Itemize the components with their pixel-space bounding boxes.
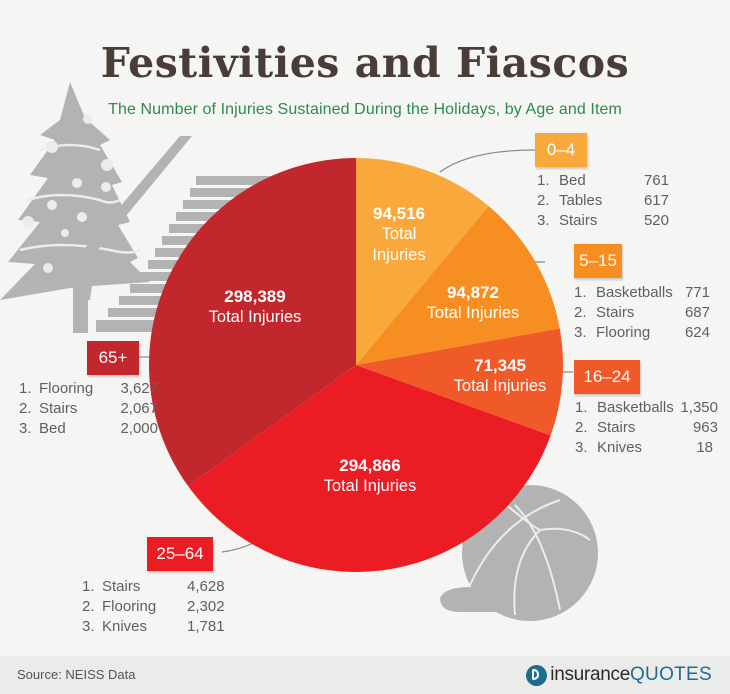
slice-label-25-64: 294,866 Total Injuries — [315, 455, 425, 497]
list-item: 3. Stairs 520 — [537, 212, 669, 229]
slice-total-caption: Total Injuries — [426, 304, 520, 322]
brand-name-part2: QUOTES — [629, 664, 712, 685]
list-item: 3. Knives 18 — [575, 439, 713, 456]
slice-total-caption: Total Injuries — [453, 377, 547, 395]
list-item: 1. Bed 761 — [537, 172, 669, 189]
pie-slice-16-24 — [356, 328, 563, 436]
slice-total: 71,345 — [474, 356, 526, 375]
slice-total: 94,516 — [373, 204, 425, 223]
footer: Source: NEISS Data insurance QUOTES — [0, 656, 730, 694]
list-item: 3. Knives 1,781 — [82, 618, 225, 635]
brand-logo: insurance QUOTES — [526, 663, 712, 687]
page-subtitle: The Number of Injuries Sustained During … — [108, 101, 622, 118]
item-list-5-15: 1. Basketballs 771 2. Stairs 687 3. Flooring 6… — [574, 283, 710, 343]
list-item: 1. Stairs 4,628 — [82, 578, 225, 595]
slice-total-caption: Total — [381, 225, 417, 243]
slice-total-caption: Total Injuries — [323, 477, 417, 495]
age-badge-16-24: 16–24 — [574, 360, 640, 394]
list-item: 3. Flooring 624 — [574, 324, 710, 341]
age-badge-65-plus: 65+ — [87, 341, 139, 375]
list-item: 1. Basketballs 1,350 — [575, 399, 718, 416]
slice-label-16-24: 71,345 Total Injuries — [445, 355, 555, 397]
slice-total: 94,872 — [447, 283, 499, 302]
list-item: 2. Tables 617 — [537, 192, 669, 209]
slice-label-0-4: 94,516 Total Injuries — [354, 203, 444, 266]
item-list-0-4: 1. Bed 761 2. Tables 617 3. Stairs 520 — [537, 171, 669, 231]
christmas-tree-icon — [0, 82, 150, 300]
basketball-icon — [440, 485, 598, 621]
list-item: 2. Stairs 963 — [575, 419, 718, 436]
pie-slice-25-64 — [188, 365, 551, 572]
list-item: 3. Bed 2,000 — [19, 420, 158, 437]
list-item: 1. Flooring 3,627 — [19, 380, 158, 397]
brand-name-part1: insurance — [550, 664, 630, 685]
page-title: Festivities and Fiascos — [100, 39, 630, 87]
slice-total: 298,389 — [224, 287, 286, 306]
slice-total: 294,866 — [339, 456, 401, 475]
slice-label-5-15: 94,872 Total Injuries — [418, 282, 528, 324]
source-note: Source: NEISS Data — [17, 667, 136, 682]
item-list-25-64: 1. Stairs 4,628 2. Flooring 2,302 3. Knives 1,… — [82, 577, 227, 637]
age-badge-25-64: 25–64 — [147, 537, 213, 571]
connector-0-4 — [439, 149, 536, 173]
list-item: 2. Flooring 2,302 — [82, 598, 225, 615]
list-item: 2. Stairs 687 — [574, 304, 710, 321]
list-item: 2. Stairs 2,067 — [19, 400, 158, 417]
pie-slice-5-15 — [356, 206, 560, 365]
age-badge-0-4: 0–4 — [535, 133, 587, 167]
item-list-65-plus: 1. Flooring 3,627 2. Stairs 2,067 3. Bed 2,000 — [19, 379, 158, 439]
pie-slice-65-plus — [148, 157, 356, 487]
pie-slice-0-4 — [356, 158, 489, 365]
slice-total-caption: Total Injuries — [208, 308, 302, 326]
slice-label-65-plus: 298,389 Total Injuries — [200, 286, 310, 328]
slice-total-caption: Injuries — [372, 246, 426, 264]
list-item: 1. Basketballs 771 — [574, 284, 710, 301]
insurancequotes-logo-icon — [526, 664, 548, 686]
age-badge-5-15: 5–15 — [574, 244, 622, 278]
item-list-16-24: 1. Basketballs 1,350 2. Stairs 963 3. Knives 1… — [575, 398, 718, 458]
